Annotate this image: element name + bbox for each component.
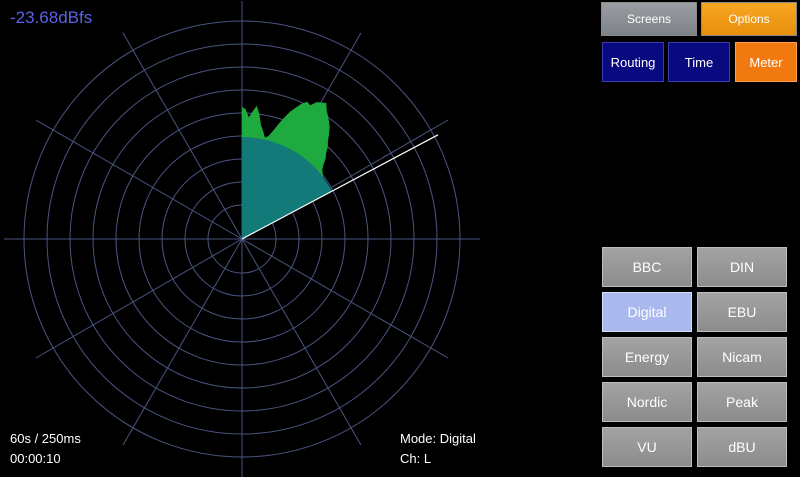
level-sector xyxy=(242,136,333,239)
grid-spoke xyxy=(122,32,243,240)
mode-button-ebu[interactable]: EBU xyxy=(697,292,787,332)
mode-info: Mode: Digital Ch: L xyxy=(400,429,476,469)
level-readout: -23.68dBfs xyxy=(10,8,93,27)
radar-grid xyxy=(4,1,480,477)
mode-button-nordic[interactable]: Nordic xyxy=(602,382,692,422)
mode-button-din[interactable]: DIN xyxy=(697,247,787,287)
mode-button-dbu[interactable]: dBU xyxy=(697,427,787,467)
elapsed-time: 00:00:10 xyxy=(10,451,61,466)
radar-meter-display xyxy=(4,1,480,477)
mode-button-energy[interactable]: Energy xyxy=(602,337,692,377)
meter-button[interactable]: Meter xyxy=(735,42,797,82)
mode-button-nicam[interactable]: Nicam xyxy=(697,337,787,377)
screens-button[interactable]: Screens xyxy=(601,2,697,36)
options-button[interactable]: Options xyxy=(701,2,797,36)
mode-button-bbc[interactable]: BBC xyxy=(602,247,692,287)
channel-label: Ch: L xyxy=(400,451,432,466)
time-button[interactable]: Time xyxy=(668,42,730,82)
routing-button[interactable]: Routing xyxy=(602,42,664,82)
grid-spoke xyxy=(122,238,243,446)
mode-button-peak[interactable]: Peak xyxy=(697,382,787,422)
timebase-label: 60s / 250ms xyxy=(10,431,81,446)
timing-info: 60s / 250ms 00:00:10 xyxy=(10,429,81,469)
sweep-line xyxy=(241,134,439,240)
mode-label: Mode: Digital xyxy=(400,431,476,446)
mode-button-vu[interactable]: VU xyxy=(602,427,692,467)
grid-spoke xyxy=(35,238,243,359)
grid-spoke xyxy=(241,238,449,359)
mode-button-digital[interactable]: Digital xyxy=(602,292,692,332)
grid-spoke xyxy=(35,119,243,240)
grid-spoke xyxy=(241,238,362,446)
